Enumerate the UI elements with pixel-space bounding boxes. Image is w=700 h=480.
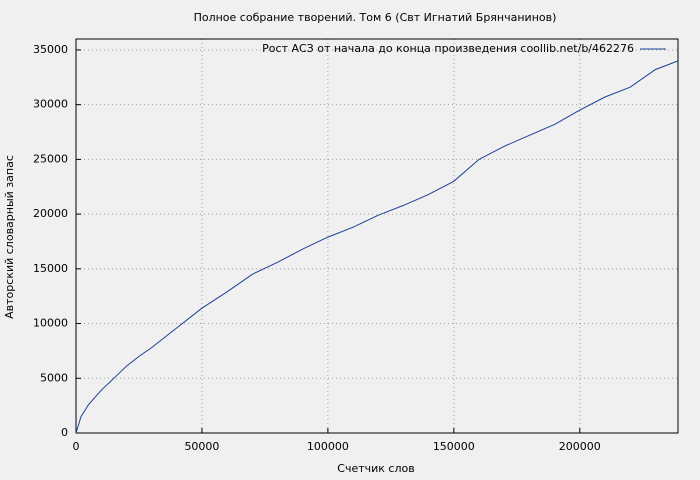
x-tick-label: 0 [73, 440, 80, 453]
y-tick-label: 35000 [33, 43, 68, 56]
y-tick-label: 5000 [40, 371, 68, 384]
x-tick-label: 50000 [184, 440, 219, 453]
x-axis-label: Счетчик слов [337, 462, 414, 475]
x-tick-label: 100000 [307, 440, 349, 453]
data-line [75, 60, 679, 434]
plot-frame [75, 38, 679, 434]
y-tick-label: 30000 [33, 98, 68, 111]
y-tick-label: 20000 [33, 207, 68, 220]
y-tick-label: 10000 [33, 317, 68, 330]
chart-title: Полное собрание творений. Том 6 (Свт Игн… [194, 11, 557, 24]
y-tick-label: 25000 [33, 152, 68, 165]
legend-label: Рост АСЗ от начала до конца произведения… [262, 42, 634, 55]
x-tick-label: 150000 [433, 440, 475, 453]
y-tick-label: 15000 [33, 262, 68, 275]
y-axis-label: Авторский словарный запас [3, 155, 16, 319]
x-tick-label: 200000 [559, 440, 601, 453]
y-tick-label: 0 [61, 426, 68, 439]
